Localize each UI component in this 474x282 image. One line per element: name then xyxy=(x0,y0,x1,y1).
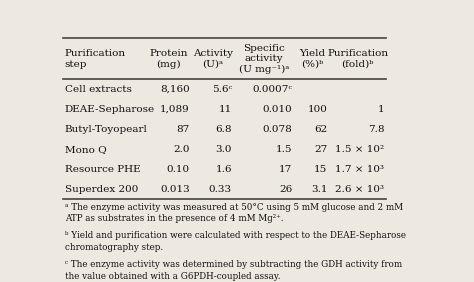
Text: Butyl-Toyopearl: Butyl-Toyopearl xyxy=(65,125,147,134)
Text: Protein
(mg): Protein (mg) xyxy=(149,49,188,69)
Text: 17: 17 xyxy=(279,165,292,174)
Text: 87: 87 xyxy=(176,125,190,134)
Text: 8,160: 8,160 xyxy=(160,85,190,94)
Text: Resource PHE: Resource PHE xyxy=(65,165,140,174)
Text: 11: 11 xyxy=(219,105,232,114)
Text: 1.7 × 10³: 1.7 × 10³ xyxy=(335,165,384,174)
Text: Mono Q: Mono Q xyxy=(65,145,107,154)
Text: Activity
(U)ᵃ: Activity (U)ᵃ xyxy=(192,49,233,69)
Text: Superdex 200: Superdex 200 xyxy=(65,185,138,194)
Text: 5.6ᶜ: 5.6ᶜ xyxy=(212,85,232,94)
Text: DEAE-Sepharose: DEAE-Sepharose xyxy=(65,105,155,114)
Text: Purification
(fold)ᵇ: Purification (fold)ᵇ xyxy=(327,49,388,69)
Text: 0.078: 0.078 xyxy=(263,125,292,134)
Text: 1.6: 1.6 xyxy=(215,165,232,174)
Text: 3.0: 3.0 xyxy=(215,145,232,154)
Text: 0.33: 0.33 xyxy=(209,185,232,194)
Text: Yield
(%)ᵇ: Yield (%)ᵇ xyxy=(299,49,325,69)
Text: 7.8: 7.8 xyxy=(368,125,384,134)
Text: 27: 27 xyxy=(314,145,328,154)
Text: ᶜ The enzyme activity was determined by subtracting the GDH activity from
the va: ᶜ The enzyme activity was determined by … xyxy=(65,260,402,281)
Text: 15: 15 xyxy=(314,165,328,174)
Text: 6.8: 6.8 xyxy=(215,125,232,134)
Text: ᵇ Yield and purification were calculated with respect to the DEAE-Sepharose
chro: ᵇ Yield and purification were calculated… xyxy=(65,232,406,252)
Text: Cell extracts: Cell extracts xyxy=(65,85,132,94)
Text: 100: 100 xyxy=(308,105,328,114)
Text: 1: 1 xyxy=(378,105,384,114)
Text: Specific
activity
(U mg⁻¹)ᵃ: Specific activity (U mg⁻¹)ᵃ xyxy=(239,44,289,74)
Text: 62: 62 xyxy=(314,125,328,134)
Text: ᵃ The enzyme activity was measured at 50°C using 5 mM glucose and 2 mM
ATP as su: ᵃ The enzyme activity was measured at 50… xyxy=(65,202,403,223)
Text: 2.0: 2.0 xyxy=(173,145,190,154)
Text: 1.5 × 10²: 1.5 × 10² xyxy=(335,145,384,154)
Text: 3.1: 3.1 xyxy=(311,185,328,194)
Text: 0.0007ᶜ: 0.0007ᶜ xyxy=(253,85,292,94)
Text: 0.013: 0.013 xyxy=(160,185,190,194)
Text: Purification
step: Purification step xyxy=(65,49,126,69)
Text: 1.5: 1.5 xyxy=(276,145,292,154)
Text: 0.10: 0.10 xyxy=(166,165,190,174)
Text: 2.6 × 10³: 2.6 × 10³ xyxy=(335,185,384,194)
Text: 0.010: 0.010 xyxy=(263,105,292,114)
Text: 1,089: 1,089 xyxy=(160,105,190,114)
Text: 26: 26 xyxy=(279,185,292,194)
